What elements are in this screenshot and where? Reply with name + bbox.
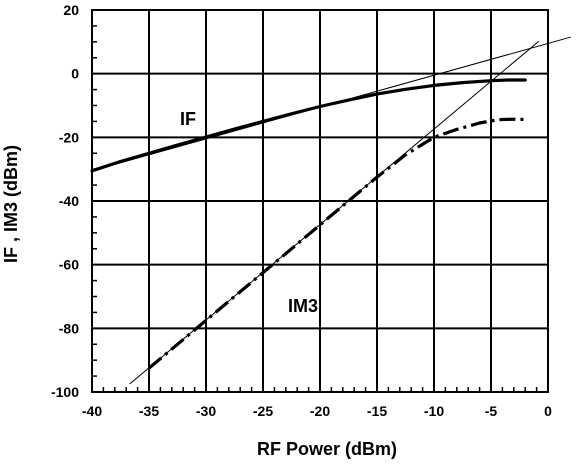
x-tick-label: -35 xyxy=(139,403,159,419)
series-line-if xyxy=(90,78,527,173)
x-tick-label: -30 xyxy=(196,403,216,419)
series-label-im3: IM3 xyxy=(288,296,318,316)
y-tick-label: 20 xyxy=(63,2,79,18)
x-tick-labels: -40 -35 -30 -25 -20 -15 -10 -5 0 xyxy=(82,403,552,419)
y-tick-label: -80 xyxy=(59,320,79,336)
series-lines xyxy=(90,78,527,370)
y-axis-title: IF , IM3 (dBm) xyxy=(1,145,21,263)
x-tick-label: -20 xyxy=(310,403,330,419)
y-tick-labels: -100 -80 -60 -40 -20 0 20 xyxy=(51,2,79,400)
y-tick-label: -60 xyxy=(59,257,79,273)
grid xyxy=(92,10,548,392)
series-line-im3 xyxy=(147,117,526,370)
x-tick-label: -40 xyxy=(82,403,102,419)
y-tick-label: -100 xyxy=(51,384,79,400)
x-tick-label: -15 xyxy=(367,403,387,419)
y-tick-label: 0 xyxy=(71,66,79,82)
x-axis-title: RF Power (dBm) xyxy=(257,439,397,459)
x-tick-label: -10 xyxy=(424,403,444,419)
extrapolation-lines xyxy=(91,36,571,385)
x-tick-label: 0 xyxy=(544,403,552,419)
y-tick-label: -20 xyxy=(59,129,79,145)
x-tick-label: -25 xyxy=(253,403,273,419)
series-label-if: IF xyxy=(180,109,196,129)
plot-frame xyxy=(91,9,549,393)
x-tick-label: -5 xyxy=(485,403,498,419)
y-tick-label: -40 xyxy=(59,193,79,209)
